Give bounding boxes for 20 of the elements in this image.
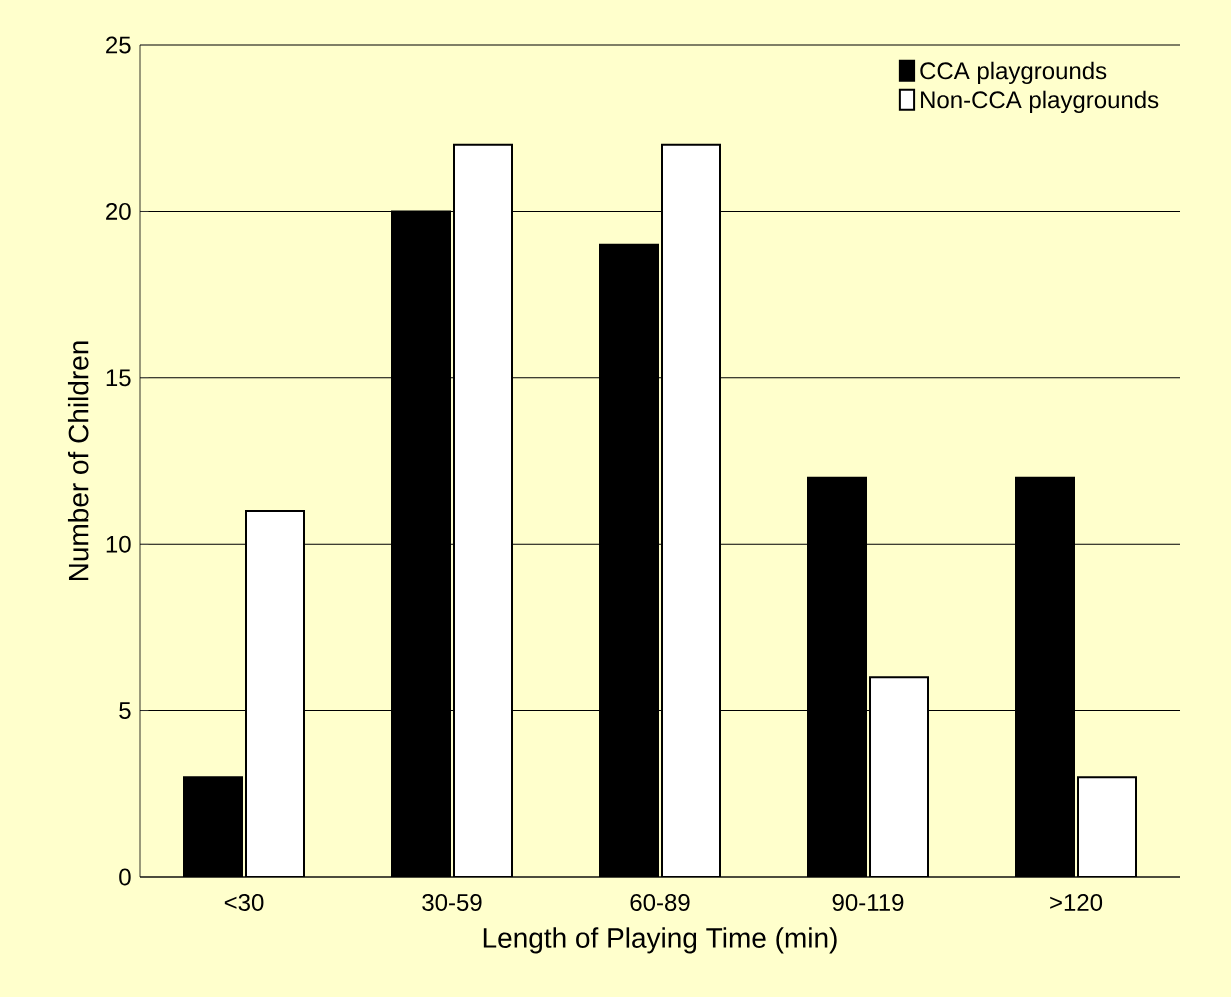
y-axis-title: Number of Children <box>67 341 89 581</box>
y-tick-label: 10 <box>106 535 131 553</box>
x-tick-label: >120 <box>1050 893 1103 911</box>
bar <box>869 676 930 877</box>
x-axis-title: Length of Playing Time (min) <box>483 927 837 954</box>
y-tick-label: 5 <box>119 702 131 719</box>
bar <box>661 143 721 877</box>
bar <box>1077 776 1138 877</box>
legend-label: CCA playgrounds <box>920 61 1107 85</box>
x-tick-label: 60-89 <box>630 893 690 911</box>
x-tick-label: 90-119 <box>832 893 904 911</box>
x-tick-label: <30 <box>224 893 264 911</box>
bar <box>245 509 305 877</box>
bar <box>453 143 514 877</box>
legend-label: Non-CCA playgrounds <box>921 90 1159 114</box>
y-tick-label: 20 <box>106 202 131 220</box>
y-tick-label: 0 <box>119 868 131 886</box>
y-tick-label: 15 <box>106 369 131 387</box>
y-tick-label: 25 <box>106 36 131 54</box>
x-tick-label: 30-59 <box>422 893 482 911</box>
